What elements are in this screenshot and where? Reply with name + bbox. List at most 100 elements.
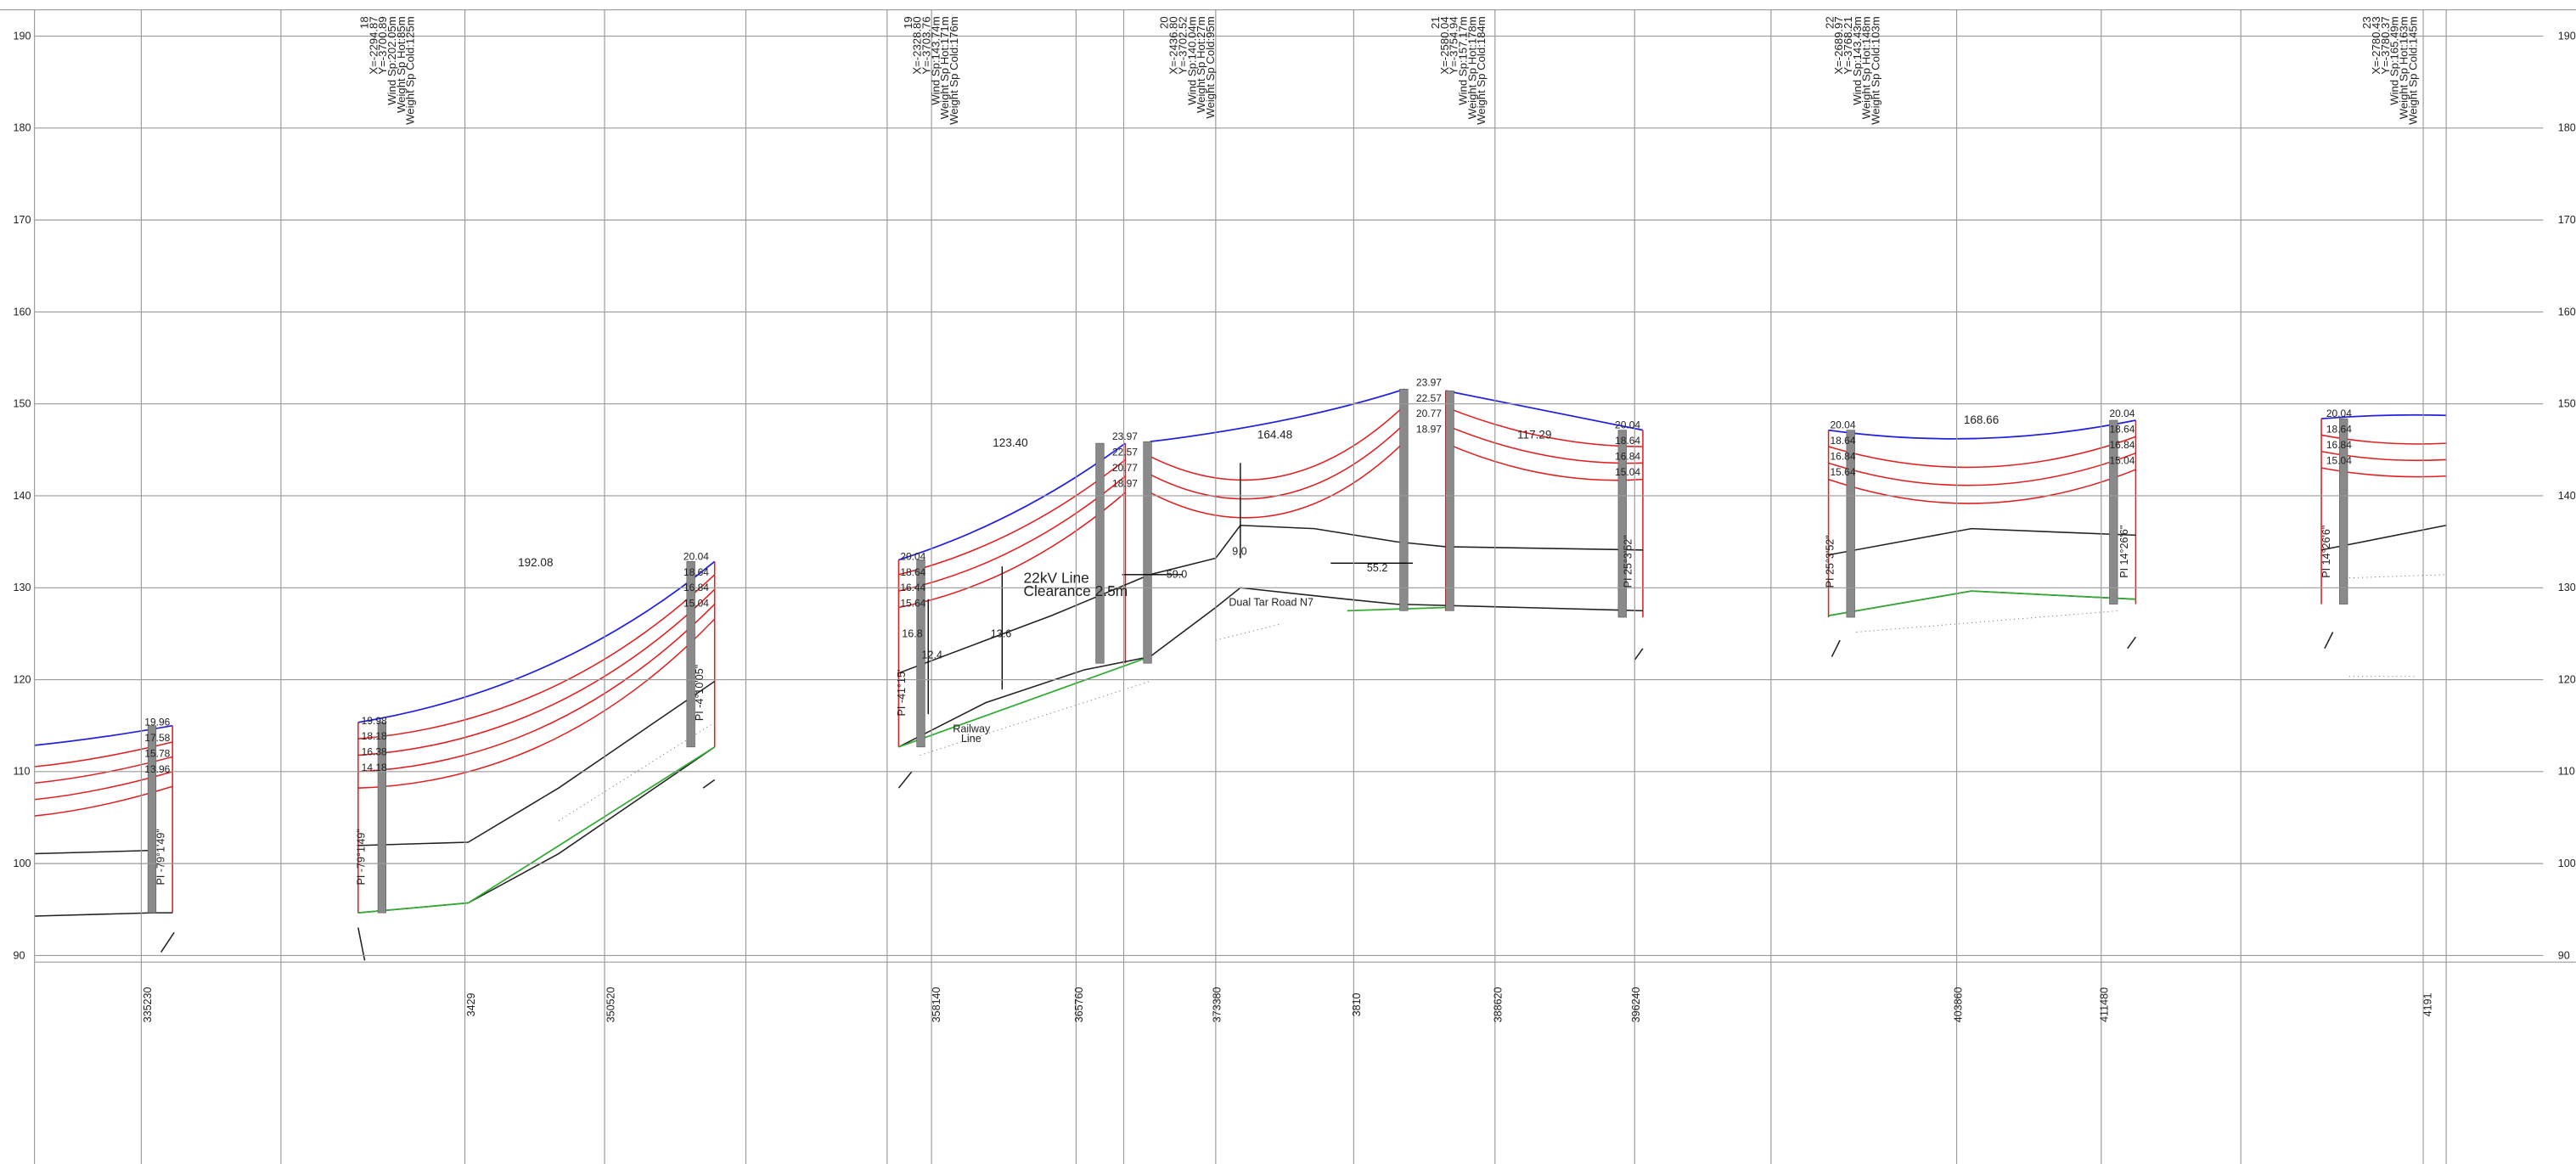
angle-label: PI -41°15' [896, 670, 908, 717]
clearance-value: 15.04 [1615, 466, 1640, 478]
tower-info: X=-2328.80 [911, 16, 924, 74]
clearance-value: 15.78 [144, 747, 170, 759]
clearance-value: 19.96 [144, 717, 170, 728]
conductor [1828, 436, 2136, 504]
tower-info: X=-2580.04 [1438, 16, 1451, 74]
pole [1143, 441, 1152, 664]
tower-info: X=-2294.87 [367, 16, 380, 74]
chainage-label: 4191 [2422, 992, 2434, 1016]
angle-label: PI -79°1'49" [155, 829, 166, 885]
elevation-label: 140 [13, 490, 31, 502]
clearance-value: 15.04 [2326, 454, 2352, 466]
elevation-label: 190 [13, 30, 31, 42]
chainage-label: 411480 [2099, 987, 2111, 1022]
tower-info: Y=-3700.89 [376, 16, 389, 74]
chainage-label: 350520 [605, 987, 617, 1022]
chainage-label: 335230 [142, 987, 154, 1022]
pole [2109, 419, 2118, 604]
elevation-label: 120 [2558, 673, 2576, 685]
conductor [2321, 413, 2447, 419]
annotation: 9.0 [1232, 546, 1246, 558]
chainage-label: 373380 [1212, 987, 1223, 1022]
elevation-label: 120 [13, 673, 31, 685]
elevation-label: 150 [2558, 398, 2576, 410]
angle-label: PI 25°3'52" [1824, 535, 1836, 588]
clearance-value: 18.97 [1112, 477, 1138, 489]
clearance-value: 16.84 [1615, 450, 1640, 462]
elevation-label: 140 [2558, 490, 2576, 502]
tower-info: Y=-3702.52 [1176, 16, 1189, 74]
chainage-label: 396240 [1630, 987, 1642, 1022]
elevation-label: 170 [13, 214, 31, 226]
conductor [2320, 434, 2447, 478]
clearance-line [172, 389, 2322, 914]
tower-info: Weight Sp Cold:95m [1204, 16, 1217, 118]
tower-info: Y=-3768.21 [1842, 16, 1854, 74]
tower-info: 22 [1823, 16, 1836, 29]
clearance-value: 16.84 [2326, 439, 2352, 451]
pole [147, 725, 157, 914]
clearance-value: 15.04 [2109, 454, 2134, 466]
elevation-label: 100 [13, 858, 31, 869]
clearance-value: 18.64 [900, 566, 925, 578]
clearance-value: 20.04 [900, 550, 925, 562]
clearance-value: 15.64 [1831, 466, 1856, 478]
angle-label: PI -4°10'05" [694, 665, 706, 721]
clearance-value: 23.97 [1416, 376, 1442, 388]
tower-info: 20 [1158, 16, 1171, 29]
elevation-label: 110 [2558, 766, 2575, 778]
chainage-label: 358140 [931, 987, 942, 1022]
dimension [927, 463, 1414, 715]
elevation-label: 110 [13, 766, 30, 778]
clearance-value: 18.64 [1615, 435, 1640, 447]
conductor [898, 405, 1405, 609]
clearance-value: 20.04 [2109, 408, 2134, 419]
tower-info: Weight Sp Cold:184m [1475, 16, 1488, 125]
clearance-value: 13.96 [144, 763, 170, 775]
elevation-label: 160 [2558, 306, 2576, 318]
tower-info: X=-2689.97 [1832, 16, 1845, 74]
survey-points [558, 574, 2447, 822]
annotation: 59.0 [1167, 569, 1187, 581]
annotation: Clearance 2.5m [1023, 582, 1128, 599]
tower-info: Weight Sp Cold:145m [2406, 16, 2419, 125]
clearance-value: 18.64 [2109, 424, 2134, 436]
clearance-value: 16.84 [1831, 450, 1856, 462]
pole [916, 560, 925, 748]
elevation-label: 150 [13, 398, 31, 410]
tower-info: Weight Sp Hot:27m [1195, 16, 1207, 113]
clearance-value: 18.64 [1831, 435, 1856, 447]
elevation-label: 130 [13, 582, 31, 593]
pole [377, 722, 387, 914]
pole [1399, 388, 1409, 611]
clearance-value: 18.64 [683, 566, 709, 578]
clearance-value: 18.18 [362, 730, 387, 742]
elevation-label: 180 [13, 122, 31, 134]
annotation: 13.6 [991, 627, 1011, 639]
span-length: 192.08 [518, 556, 553, 569]
tower-info: X=-2436.80 [1167, 16, 1180, 74]
span-length: 123.40 [993, 436, 1027, 449]
pole [1846, 430, 1855, 618]
tower-info: Wind Sp:165.49m [2388, 16, 2401, 104]
clearance-value: 20.77 [1416, 408, 1442, 419]
tower-info: Weight Sp Hot:148m [1860, 16, 1873, 119]
conductor [1445, 390, 1644, 431]
pole [1617, 430, 1627, 618]
conductor [34, 741, 173, 817]
clearance-boxes [172, 389, 2322, 914]
annotation: Railway [953, 723, 991, 734]
annotation: 22kV Line [1023, 569, 1088, 586]
pole [1095, 442, 1105, 664]
tower-info: 19 [902, 16, 914, 29]
pole [686, 561, 695, 748]
clearance-value: 16.44 [900, 582, 925, 593]
angle-label: PI 25°3'52" [1622, 535, 1634, 588]
tower-info: Wind Sp:140.04m [1185, 16, 1198, 104]
clearance-value: 20.04 [2326, 408, 2352, 419]
tower-info: Wind Sp:202.05m [385, 16, 398, 104]
ground-line [357, 590, 2136, 914]
annotation: 16.8 [902, 627, 922, 639]
tower-info: Wind Sp:143.43m [1851, 16, 1864, 104]
tower-info: X=-2780.43 [2370, 16, 2382, 74]
